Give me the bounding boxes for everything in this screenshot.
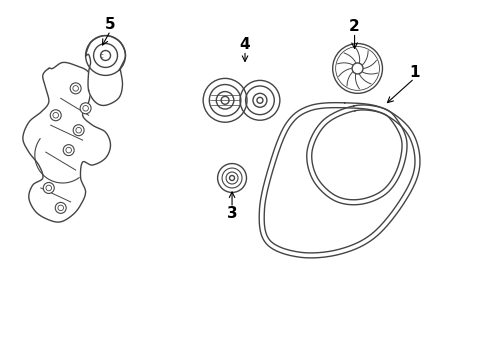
Circle shape — [80, 103, 91, 114]
Text: c: c — [99, 54, 103, 59]
Circle shape — [43, 183, 54, 193]
Text: 1: 1 — [409, 65, 419, 80]
Circle shape — [50, 110, 61, 121]
Text: 4: 4 — [240, 37, 250, 52]
Circle shape — [63, 145, 74, 156]
Polygon shape — [23, 62, 111, 222]
Text: 5: 5 — [105, 17, 116, 32]
Circle shape — [70, 83, 81, 94]
Text: 2: 2 — [349, 19, 360, 34]
Polygon shape — [86, 36, 125, 105]
Circle shape — [55, 202, 66, 213]
Circle shape — [73, 125, 84, 136]
Text: 3: 3 — [227, 206, 237, 221]
